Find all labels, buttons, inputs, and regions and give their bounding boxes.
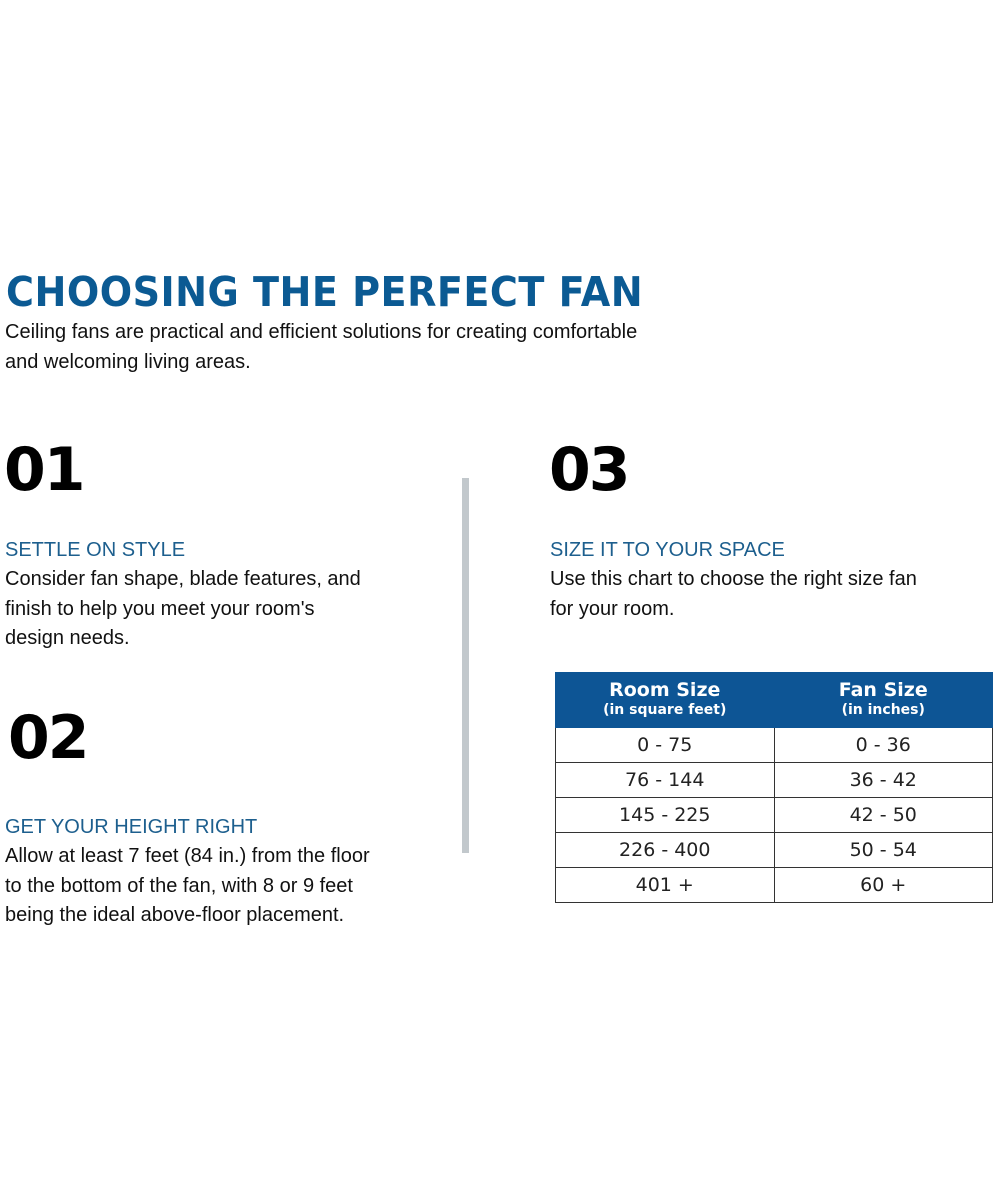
table-row: 0 - 75 0 - 36 [555,727,993,763]
fan-size-cell: 0 - 36 [773,727,993,763]
step-heading: SETTLE ON STYLE [5,539,186,561]
description-line: Allow at least 7 feet (84 in.) from the … [5,845,370,867]
column-sublabel: (in square feet) [603,702,727,718]
step-number: 02 [8,703,89,773]
step-description: Allow at least 7 feet (84 in.) from the … [5,842,370,931]
step-description: Consider fan shape, blade features, and … [5,565,361,654]
step-heading: GET YOUR HEIGHT RIGHT [5,816,258,838]
column-divider [462,478,469,853]
fan-size-cell: 50 - 54 [773,832,993,868]
page-title: CHOOSING THE PERFECT FAN [6,268,644,316]
column-header-fan-size: Fan Size (in inches) [773,672,993,728]
table-row: 226 - 400 50 - 54 [555,832,993,868]
column-header-room-size: Room Size (in square feet) [555,672,775,728]
column-label: Fan Size [838,679,928,701]
fan-size-cell: 60 + [773,867,993,903]
description-line: being the ideal above-floor placement. [5,904,345,926]
table-row: 145 - 225 42 - 50 [555,797,993,833]
room-size-cell: 76 - 144 [555,762,775,798]
room-size-cell: 226 - 400 [555,832,775,868]
fan-size-table: Room Size (in square feet) Fan Size (in … [555,672,993,903]
table-header-row: Room Size (in square feet) Fan Size (in … [555,672,993,728]
description-line: design needs. [5,627,130,649]
step-heading: SIZE IT TO YOUR SPACE [550,539,785,561]
room-size-cell: 0 - 75 [555,727,775,763]
table-row: 401 +60 + [555,867,993,903]
table-row: 76 - 144 36 - 42 [555,762,993,798]
column-label: Room Size [609,679,721,701]
description-line: to the bottom of the fan, with 8 or 9 fe… [5,874,353,897]
description-line: for your room. [550,597,675,620]
step-number: 03 [549,435,630,505]
description-line: finish to help you meet your room's [5,597,315,620]
intro-text: Ceiling fans are practical and efficient… [5,318,637,377]
fan-size-cell: 42 - 50 [773,797,993,833]
description-line: Use this chart to choose the right size … [550,568,917,590]
step-number: 01 [4,435,85,505]
room-size-cell: 145 - 225 [555,797,775,833]
intro-line: and welcoming living areas. [5,350,251,373]
column-sublabel: (in inches) [841,702,925,718]
description-line: Consider fan shape, blade features, and [5,568,361,590]
fan-size-cell: 36 - 42 [773,762,993,798]
intro-line: Ceiling fans are practical and efficient… [5,321,638,343]
step-description: Use this chart to choose the right size … [550,565,917,624]
room-size-cell: 401 + [555,867,775,903]
